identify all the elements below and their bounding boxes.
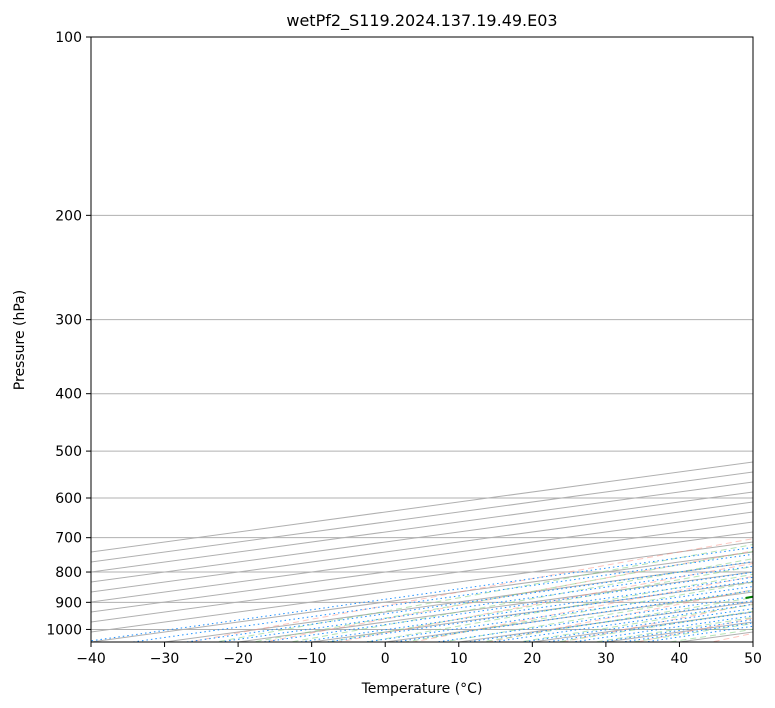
moist-adiabat-line (288, 558, 753, 642)
isotherm-line (91, 491, 753, 583)
isotherm-line (91, 521, 753, 613)
y-axis: 100 200 300 400 500 600 700 800 900 1000 (46, 30, 91, 638)
x-axis-label: Temperature (°C) (361, 681, 483, 697)
chart-title: wetPf2_S119.2024.137.19.49.E03 (286, 11, 557, 31)
isotherm-line (91, 461, 753, 553)
x-tick-label: 0 (381, 651, 390, 667)
x-tick-label: 20 (523, 651, 541, 667)
mixing-ratio-line (91, 546, 753, 642)
background-lines (91, 37, 753, 642)
isotherm-line (91, 501, 753, 593)
y-tick-label: 800 (55, 565, 82, 581)
dry-adiabat-line (410, 575, 753, 642)
mixing-ratio-line (488, 603, 753, 642)
isotherm-line (91, 511, 753, 603)
moist-adiabat-line (363, 573, 753, 642)
mixing-ratio-line (464, 600, 753, 642)
isotherm-line (91, 481, 753, 573)
moist-adiabat-line (250, 550, 753, 642)
y-axis-label: Pressure (hPa) (12, 290, 28, 390)
mixing-ratio-line (433, 596, 753, 642)
moist-adiabat-line (440, 589, 753, 642)
x-tick-label: 10 (450, 651, 468, 667)
y-tick-label: 700 (55, 531, 82, 547)
mixing-ratio-line (390, 589, 753, 642)
x-tick-label: 30 (597, 651, 615, 667)
isotherm-line (91, 471, 753, 563)
dry-adiabat-line (186, 538, 753, 642)
moist-adiabat-line (401, 581, 753, 642)
y-tick-label: 200 (55, 208, 82, 224)
y-tick-label: 400 (55, 387, 82, 403)
isotherm-line (91, 531, 753, 623)
dry-adiabat-line (560, 603, 753, 642)
x-axis: −40 −30 −20 −10 0 10 20 30 40 50 (76, 642, 762, 667)
y-tick-label: 900 (55, 595, 82, 611)
y-tick-label: 500 (55, 444, 82, 460)
x-tick-label: −20 (223, 651, 253, 667)
x-tick-label: −10 (297, 651, 327, 667)
plot-frame (90, 36, 754, 643)
x-tick-label: −40 (76, 651, 106, 667)
x-tick-label: 40 (671, 651, 689, 667)
x-tick-label: 50 (744, 651, 762, 667)
y-tick-label: 600 (55, 491, 82, 507)
moist-adiabat-line (516, 604, 753, 642)
y-tick-label: 1000 (46, 622, 82, 638)
y-tick-label: 100 (55, 30, 82, 46)
x-tick-label: −30 (150, 651, 180, 667)
y-tick-label: 300 (55, 313, 82, 329)
